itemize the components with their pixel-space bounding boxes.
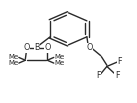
Text: F: F bbox=[96, 71, 101, 80]
Text: F: F bbox=[117, 57, 121, 66]
Text: Me: Me bbox=[55, 54, 65, 60]
Text: Me: Me bbox=[8, 54, 18, 60]
Text: F: F bbox=[115, 71, 119, 80]
Text: O: O bbox=[44, 43, 50, 52]
Text: O: O bbox=[87, 43, 93, 52]
Text: O: O bbox=[24, 43, 30, 52]
Text: Me: Me bbox=[55, 60, 65, 66]
Text: Me: Me bbox=[8, 60, 18, 66]
Text: B: B bbox=[34, 43, 40, 52]
